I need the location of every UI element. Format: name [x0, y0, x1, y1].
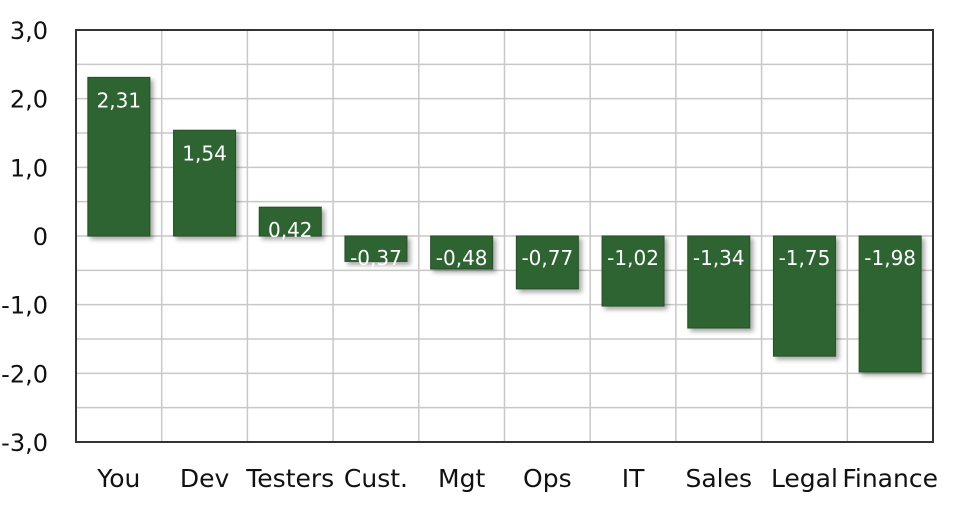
x-category-label: Legal: [771, 464, 838, 493]
y-tick-label: -3,0: [1, 429, 48, 457]
x-axis-category-labels: You Dev Testers Cust. Mgt Ops IT Sales Legal Fina…: [96, 464, 938, 493]
plot-frame: [75, 29, 934, 443]
bar-it: [601, 235, 665, 307]
data-label: -1,34: [693, 246, 745, 270]
bar-mgt: [430, 235, 494, 270]
y-tick-label: 2,0: [10, 86, 48, 114]
data-label: -1,75: [779, 246, 831, 270]
y-tick-label: -2,0: [1, 360, 48, 388]
data-label: -1,98: [864, 246, 916, 270]
y-tick-label: 1,0: [10, 154, 48, 182]
bar-testers: [258, 206, 322, 237]
x-category-label: Ops: [523, 464, 572, 493]
x-category-label: You: [96, 464, 140, 493]
y-axis-tick-labels: 3,0 2,0 1,0 0 -1,0 -2,0 -3,0: [1, 17, 48, 457]
bars: [87, 76, 922, 373]
x-category-label: Dev: [180, 464, 230, 493]
data-label: 0,42: [268, 218, 313, 242]
data-label: -0,37: [350, 246, 402, 270]
x-category-label: Sales: [685, 464, 752, 493]
bar-dev: [173, 129, 237, 237]
bar-sales: [687, 235, 751, 329]
x-category-label: IT: [622, 464, 645, 493]
x-category-label: Cust.: [344, 464, 408, 493]
data-label: 1,54: [182, 141, 227, 165]
y-tick-label: -1,0: [1, 292, 48, 320]
x-category-label: Mgt: [438, 464, 485, 493]
y-tick-label: 3,0: [10, 17, 48, 45]
plot-border: [75, 29, 934, 443]
data-label: 2,31: [97, 88, 142, 112]
data-label: -0,48: [436, 246, 488, 270]
bar-legal: [772, 235, 836, 357]
bar-you: [87, 76, 151, 237]
x-category-label: Testers: [245, 464, 334, 493]
bar-ops: [515, 235, 579, 290]
data-label: -0,77: [521, 246, 573, 270]
y-tick-label: 0: [33, 223, 48, 251]
bar-finance: [858, 235, 922, 373]
bar-cust: [344, 235, 408, 262]
data-labels: 2,31 1,54 0,42 -0,37 -0,48 -0,77 -1,02 -1,34 -1,…: [97, 88, 916, 270]
data-label: -1,02: [607, 246, 659, 270]
x-category-label: Finance: [842, 464, 938, 493]
